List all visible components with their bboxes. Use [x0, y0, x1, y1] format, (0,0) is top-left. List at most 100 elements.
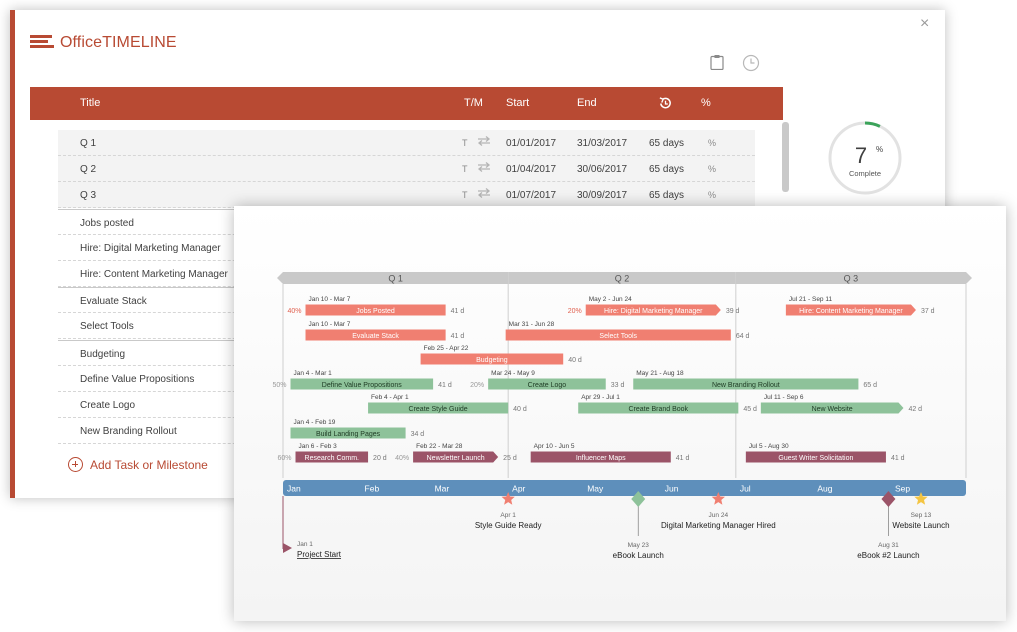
task-duration: 65 days: [649, 190, 685, 202]
task-type[interactable]: T: [462, 138, 468, 148]
task-bar-label: New Branding Rollout: [712, 382, 780, 389]
duration-icon[interactable]: [658, 96, 673, 111]
swap-arrows-icon[interactable]: [477, 188, 491, 199]
task-bar: [420, 353, 564, 365]
task-start-date[interactable]: 01/01/2017: [506, 138, 557, 149]
task-bar-label: Hire: Digital Marketing Manager: [604, 308, 703, 315]
task-type[interactable]: T: [462, 190, 468, 201]
task-bar-label: Define Value Propositions: [322, 382, 403, 389]
task-title[interactable]: New Branding Rollout: [80, 426, 177, 438]
task-bar: [305, 329, 446, 341]
task-duration: 37 d: [921, 308, 935, 315]
task-bar-label: Create Style Guide: [409, 406, 468, 413]
task-dates: Apr 10 - Jun 5: [534, 443, 575, 450]
add-task-button[interactable]: Add Task or Milestone: [68, 457, 208, 472]
milestone-name: Digital Marketing Manager Hired: [661, 521, 776, 530]
task-bar: [633, 378, 859, 390]
task-start-date[interactable]: 01/07/2017: [506, 190, 557, 202]
task-bar: [578, 402, 739, 414]
diamond-milestone-icon: [881, 491, 896, 507]
task-dates: Jan 4 - Feb 19: [294, 419, 336, 426]
task-bar: [505, 329, 731, 341]
milestone-name: Style Guide Ready: [475, 521, 542, 530]
task-percent[interactable]: %: [708, 190, 717, 201]
task-percent[interactable]: %: [708, 164, 717, 175]
flag-milestone-icon: [283, 543, 292, 553]
column-title[interactable]: Title: [80, 97, 101, 109]
task-title[interactable]: Create Logo: [80, 400, 136, 411]
column-start[interactable]: Start: [506, 97, 530, 109]
task-start-date[interactable]: 01/04/2017: [506, 164, 557, 176]
task-bar: [295, 451, 369, 463]
task-bar: [488, 378, 606, 390]
task-end-date[interactable]: 30/06/2017: [577, 164, 628, 176]
task-bar-label: Create Logo: [528, 382, 567, 389]
month-label: Jan: [287, 484, 301, 494]
task-title[interactable]: Evaluate Stack: [80, 296, 147, 308]
task-title[interactable]: Q 1: [80, 138, 97, 149]
month-label: Sep: [895, 484, 910, 494]
table-scrollbar[interactable]: [782, 122, 789, 192]
quarter-label: Q 1: [388, 274, 403, 284]
task-title[interactable]: Hire: Digital Marketing Manager: [80, 242, 221, 254]
task-duration: 40 d: [568, 357, 582, 364]
task-dates: May 21 - Aug 18: [636, 370, 684, 377]
milestone-date: Apr 1: [500, 512, 516, 519]
close-button[interactable]: ×: [920, 15, 930, 32]
task-bar: [305, 304, 446, 316]
task-type[interactable]: T: [462, 164, 468, 175]
month-label: Feb: [365, 484, 380, 494]
task-bar-label: Evaluate Stack: [352, 333, 399, 340]
task-duration: 65 d: [863, 382, 877, 389]
swap-arrows-icon[interactable]: [477, 136, 491, 146]
task-duration: 65 days: [649, 138, 685, 149]
logo-mark-icon: [30, 35, 54, 51]
task-table-header: Title T/M Start End %: [30, 87, 783, 120]
task-title[interactable]: Define Value Propositions: [80, 373, 195, 385]
task-end-date[interactable]: 30/09/2017: [577, 190, 628, 202]
clock-icon[interactable]: [742, 54, 760, 72]
column-percent[interactable]: %: [701, 97, 711, 109]
task-duration: 41 d: [438, 382, 452, 389]
task-row[interactable]: Q 2 T 01/04/2017 30/06/2017 65 days%: [58, 156, 755, 183]
logo-word-timeline: TIMELINE: [102, 34, 177, 51]
milestone-name: Website Launch: [892, 521, 949, 530]
task-duration: 45 d: [743, 406, 757, 413]
task-dates: Feb 4 - Apr 1: [371, 394, 409, 401]
month-label: Jul: [740, 484, 751, 494]
task-dates: Jul 11 - Sep 6: [764, 394, 804, 401]
task-percent[interactable]: %: [708, 138, 717, 148]
clipboard-icon[interactable]: [710, 54, 724, 70]
milestone-date: Sep 13: [911, 512, 932, 519]
task-end-date[interactable]: 31/03/2017: [577, 138, 628, 149]
task-dates: Apr 29 - Jul 1: [581, 394, 620, 401]
task-dates: Mar 24 - May 9: [491, 370, 535, 377]
task-bar-label: New Website: [812, 406, 853, 413]
task-percent: 60%: [277, 455, 291, 462]
task-bar: [413, 451, 499, 463]
panel-accent-bar: [10, 10, 15, 498]
task-row[interactable]: Q 3 T 01/07/2017 30/09/2017 65 days%: [58, 182, 755, 209]
star-milestone-icon: [501, 492, 515, 505]
task-bar-label: Research Comm.: [305, 455, 360, 462]
task-bar: [785, 304, 916, 316]
task-title[interactable]: Jobs posted: [80, 217, 134, 229]
task-bar-label: Hire: Content Marketing Manager: [799, 308, 903, 315]
task-title[interactable]: Q 2: [80, 164, 97, 176]
column-end[interactable]: End: [577, 97, 597, 109]
column-type[interactable]: T/M: [464, 97, 483, 109]
task-bar: [760, 402, 904, 414]
task-title[interactable]: Q 3: [80, 190, 97, 202]
swap-arrows-icon[interactable]: [477, 162, 491, 173]
task-title[interactable]: Hire: Content Marketing Manager: [80, 269, 228, 280]
task-row[interactable]: Q 1 T 01/01/2017 31/03/2017 65 days%: [58, 130, 755, 156]
task-duration: 41 d: [451, 308, 465, 315]
milestone-date: Jan 1: [297, 541, 313, 548]
task-title[interactable]: Select Tools: [80, 321, 134, 333]
task-bar: [290, 378, 434, 390]
task-title[interactable]: Budgeting: [80, 348, 126, 360]
task-bar-label: Jobs Posted: [356, 308, 395, 315]
milestone-date: May 23: [628, 542, 650, 549]
quarter-label: Q 3: [844, 274, 859, 284]
task-dates: Jan 10 - Mar 7: [309, 321, 351, 328]
